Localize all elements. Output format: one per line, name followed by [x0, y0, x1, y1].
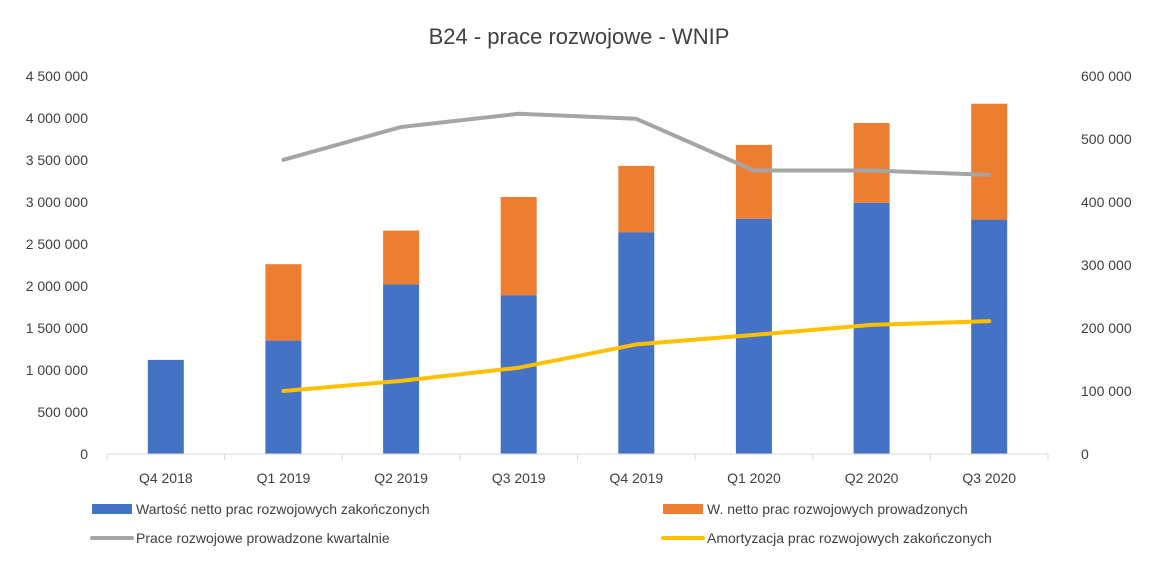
bar-segment-series0-2	[383, 284, 420, 454]
y-right-tick-label: 400 000	[1081, 194, 1132, 210]
legend-label: Wartość netto prac rozwojowych zakończon…	[136, 501, 430, 517]
bar-segment-series0-7	[971, 219, 1008, 454]
bar-segment-series1-7	[971, 103, 1008, 220]
bar-segment-series0-0	[147, 359, 184, 454]
y-left-tick-label: 2 000 000	[26, 278, 88, 294]
x-tick-label: Q3 2020	[962, 470, 1016, 486]
y-left-tick-label: 4 000 000	[26, 110, 88, 126]
bars-layer	[147, 103, 1008, 454]
legend: Wartość netto prac rozwojowych zakończon…	[90, 501, 992, 546]
y-left-tick-label: 500 000	[37, 404, 88, 420]
y-left-tick-label: 1 500 000	[26, 320, 88, 336]
bar-segment-series1-2	[383, 230, 420, 285]
chart-title: B24 - prace rozwojowe - WNIP	[429, 24, 730, 49]
legend-label: Prace rozwojowe prowadzone kwartalnie	[136, 530, 390, 546]
bar-segment-series0-1	[265, 340, 302, 454]
legend-item-1: W. netto prac rozwojowych prowadzonych	[663, 501, 968, 517]
x-tick-label: Q1 2020	[727, 470, 781, 486]
y-left-tick-label: 3 000 000	[26, 194, 88, 210]
legend-label: Amortyzacja prac rozwojowych zakończonyc…	[707, 530, 992, 546]
y-right-tick-label: 200 000	[1081, 320, 1132, 336]
bar-segment-series0-3	[500, 295, 537, 454]
bar-segment-series0-6	[853, 202, 890, 454]
x-tick-label: Q4 2019	[609, 470, 663, 486]
axes-layer: Q4 2018 Q1 2019 Q2 2019 Q3 2019 Q4 2019 Q1 20…	[26, 68, 1132, 486]
y-right-tick-label: 600 000	[1081, 68, 1132, 84]
y-right-tick-label: 300 000	[1081, 257, 1132, 273]
line-series-1	[281, 319, 992, 393]
legend-item-0: Wartość netto prac rozwojowych zakończon…	[92, 501, 430, 517]
x-tick-label: Q1 2019	[257, 470, 311, 486]
x-tick-label: Q4 2018	[139, 470, 193, 486]
legend-item-2: Prace rozwojowe prowadzone kwartalnie	[90, 530, 390, 546]
y-left-tick-label: 2 500 000	[26, 236, 88, 252]
legend-swatch	[92, 504, 132, 514]
legend-label: W. netto prac rozwojowych prowadzonych	[707, 501, 968, 517]
x-tick-label: Q2 2019	[374, 470, 428, 486]
y-right-tick-label: 500 000	[1081, 131, 1132, 147]
legend-swatch	[663, 504, 703, 514]
bar-segment-series1-4	[618, 165, 655, 233]
legend-item-3: Amortyzacja prac rozwojowych zakończonyc…	[661, 530, 992, 546]
y-right-tick-label: 0	[1081, 446, 1089, 462]
bar-segment-series1-3	[500, 197, 537, 296]
y-right-tick-label: 100 000	[1081, 383, 1132, 399]
bar-segment-series1-1	[265, 264, 302, 341]
x-tick-label: Q3 2019	[492, 470, 546, 486]
y-left-tick-label: 0	[80, 446, 88, 462]
bar-segment-series1-5	[735, 144, 772, 219]
x-tick-label: Q2 2020	[845, 470, 899, 486]
bar-segment-series1-6	[853, 123, 890, 203]
y-left-tick-label: 1 000 000	[26, 362, 88, 378]
line-series-0	[281, 111, 992, 177]
y-left-tick-label: 3 500 000	[26, 152, 88, 168]
lines-layer	[281, 111, 992, 393]
y-left-tick-label: 4 500 000	[26, 68, 88, 84]
